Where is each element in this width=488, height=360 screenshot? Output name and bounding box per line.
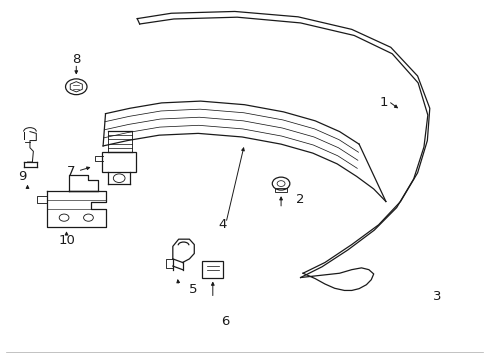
Text: 1: 1 bbox=[378, 96, 387, 109]
Text: 9: 9 bbox=[19, 170, 27, 183]
Text: 5: 5 bbox=[189, 283, 197, 296]
Text: 10: 10 bbox=[58, 234, 75, 247]
Text: 6: 6 bbox=[221, 315, 229, 328]
Text: 8: 8 bbox=[72, 53, 81, 66]
Text: 4: 4 bbox=[218, 218, 226, 231]
Text: 3: 3 bbox=[432, 290, 441, 303]
Text: 2: 2 bbox=[296, 193, 304, 206]
Text: 7: 7 bbox=[67, 165, 76, 177]
